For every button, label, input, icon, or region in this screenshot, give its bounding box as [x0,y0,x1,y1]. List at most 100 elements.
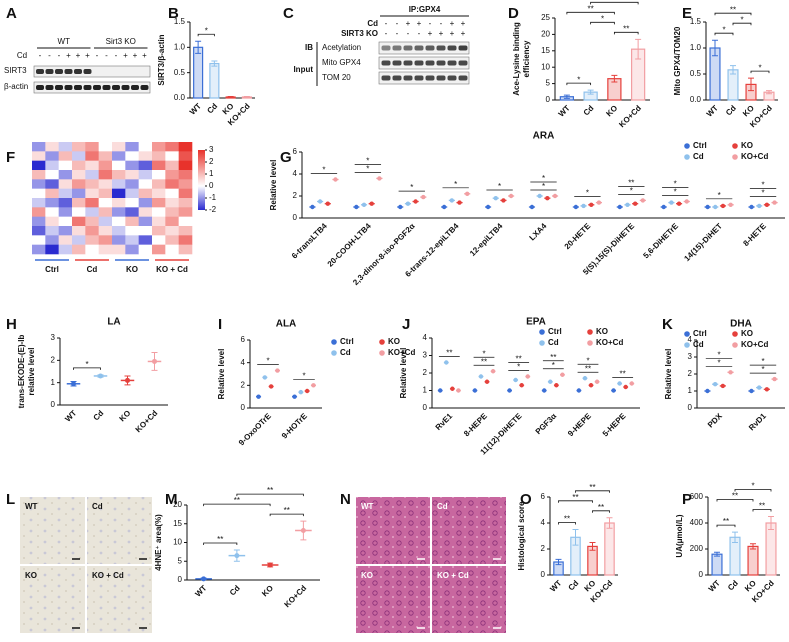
heatmap-cell [85,207,99,217]
heatmap-cell [152,226,166,236]
y-tick-label: 4 [241,358,246,367]
band [381,60,391,66]
y-tick-label: 400 [690,518,704,527]
colorbar-label: -2 [209,205,217,214]
sig-label: * [761,181,764,190]
dot [623,384,628,390]
heatmap-cell [32,160,46,171]
heatmap-cell [45,179,59,189]
sig-label: * [454,180,457,189]
y-tick-label: 0.0 [174,93,186,102]
heatmap-cell [165,179,179,189]
sig-label: * [674,180,677,189]
dot [764,202,770,207]
dot [485,204,491,210]
panel-letter: C [283,5,294,22]
group-label: KO [126,265,138,274]
error-bar [124,375,131,386]
band [403,75,413,81]
y-axis-label: Relative level [217,349,226,400]
band [458,45,468,51]
y-tick-label: 6 [293,147,298,156]
x-tick-label: KO+Cd [134,408,160,434]
sign: + [142,51,147,60]
panel-letter: E [682,5,692,22]
legend-label: KO+Cd [741,152,768,161]
error-bar [195,40,202,54]
y-tick-label: 1.0 [690,43,702,52]
error-bar [635,38,642,60]
sign: - [115,51,118,60]
x-tick-label: RvE1 [434,411,455,432]
heatmap-cell [45,151,59,161]
sign: - [39,51,42,60]
sign: - [385,19,388,28]
sig-label: * [302,371,305,380]
row-label: Acetylation [322,43,361,52]
sig-bracket [566,82,592,86]
dot [749,204,754,210]
heatmap-cell [72,142,86,152]
dot [457,200,462,205]
legend-label: KO [741,329,753,338]
heatmap-cell [72,207,86,217]
x-tick-label: PDX [706,411,724,429]
heatmap-cell [178,235,193,245]
ib-label: IB [305,43,313,52]
x-tick-label: 5-HEPE [601,411,628,438]
heatmap-cell [152,216,166,227]
x-tick-label: KO [260,584,275,599]
heatmap-cell [32,207,46,217]
band [381,75,391,81]
y-tick-label: 1 [688,386,693,395]
y-tick-label: 4 [423,333,428,342]
dot [588,383,594,388]
heatmap-cell [45,235,59,245]
heatmap-cell [125,207,139,217]
heatmap-cell [152,179,166,189]
band [83,85,92,90]
bar [711,553,723,576]
y-tick-label: 200 [690,544,704,553]
band [458,75,468,81]
heatmap-cell [72,160,86,171]
sign: + [76,51,81,60]
micrograph [87,497,152,564]
legend-label: Cd [340,348,351,357]
dot [772,376,777,382]
y-axis-label: relative level [27,347,36,395]
legend-marker [732,331,738,337]
band [36,69,44,74]
heatmap-cell [58,160,73,171]
group-label: Ctrl [45,265,59,274]
sig-bracket [613,31,639,35]
heatmap-cell [85,226,99,236]
band [436,45,446,51]
band [83,69,92,74]
dot [275,368,280,373]
sign: + [450,29,455,38]
band [36,85,44,90]
dot [262,375,268,380]
dot [772,200,777,205]
heatmap-cell [32,188,46,199]
heatmap-cell [152,170,166,180]
heatmap-cell [98,235,113,245]
band [102,85,111,90]
y-tick-label: 15 [173,519,182,528]
dot [398,204,403,210]
heatmap-cell [165,188,179,199]
heatmap-cell [98,226,113,236]
x-tick-label: 6-transLTB4 [290,221,329,260]
dot [705,388,710,394]
x-tick-label: Cd [582,103,596,117]
panel-letter: F [6,149,15,166]
dot [413,199,418,204]
y-tick-label: 1 [51,378,56,387]
legend-label: KO+Cd [596,338,623,347]
sig-label: ** [611,0,617,3]
error-bar [572,529,579,546]
error-bar [200,577,207,581]
ip-title: IP:GPX4 [409,5,441,14]
